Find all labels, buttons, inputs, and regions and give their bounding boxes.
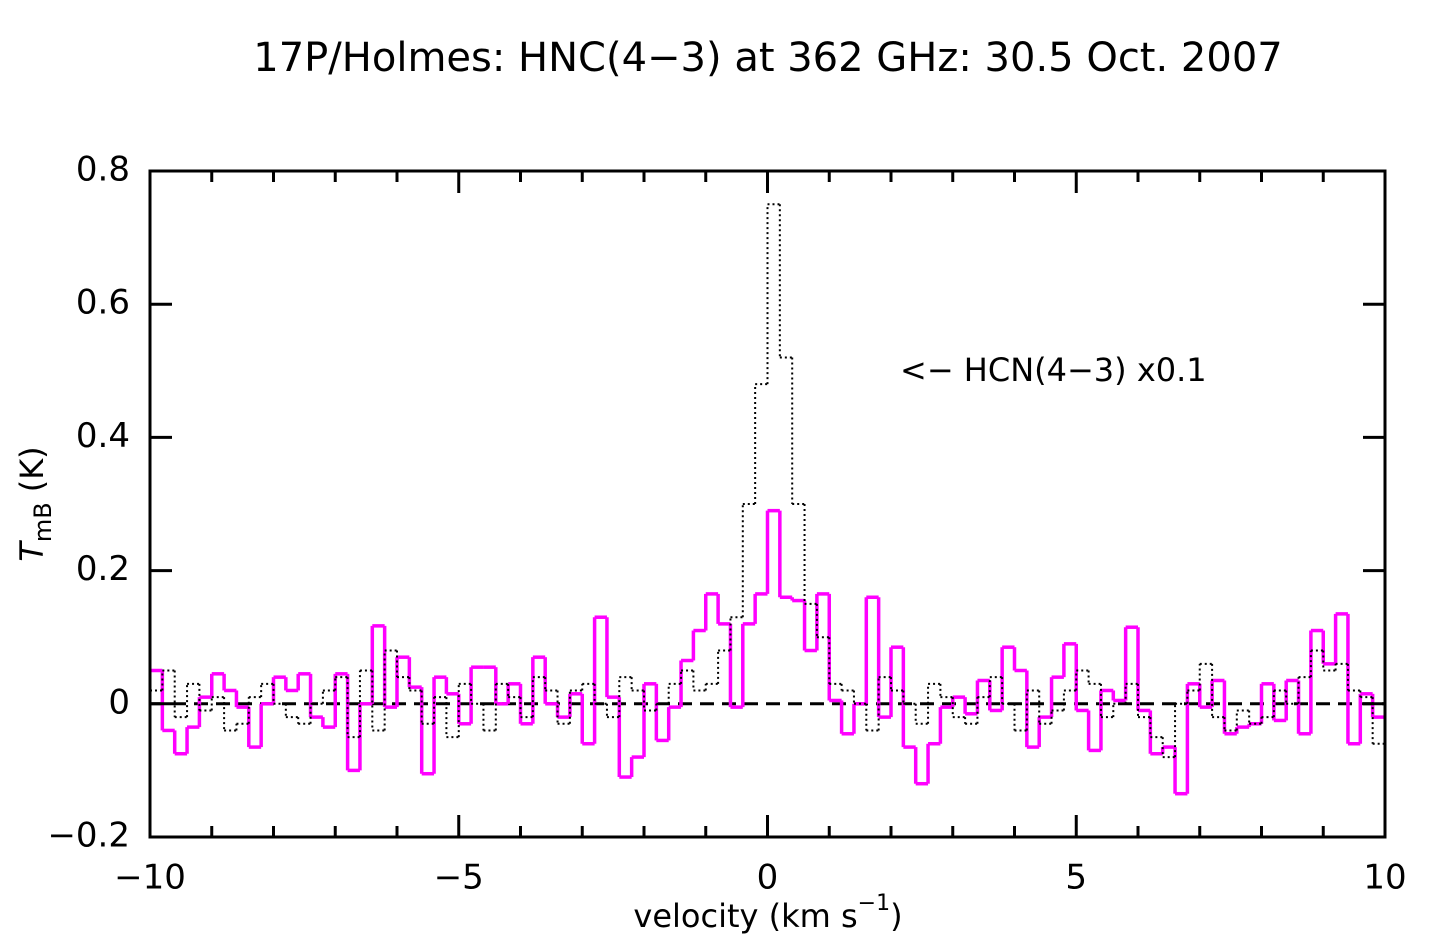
y-tick-label: 0.8 bbox=[76, 150, 130, 190]
x-tick-label: −5 bbox=[434, 858, 484, 898]
x-tick-label: 0 bbox=[757, 858, 779, 898]
x-tick-label: 10 bbox=[1363, 858, 1406, 898]
plot-frame bbox=[148, 169, 1387, 839]
y-tick-label: 0 bbox=[108, 682, 130, 722]
x-tick-label: 5 bbox=[1065, 858, 1087, 898]
annotation: <− HCN(4−3) x0.1 bbox=[900, 351, 1207, 389]
y-label-sub: mB bbox=[29, 502, 57, 542]
x-label-end: ) bbox=[890, 897, 902, 935]
y-tick-label: −0.2 bbox=[47, 816, 130, 856]
y-tick-label: 0.6 bbox=[76, 283, 130, 323]
x-tick-label: −10 bbox=[114, 858, 186, 898]
plot-area bbox=[150, 203, 1385, 796]
x-axis-label: velocity (km s−1) bbox=[633, 891, 902, 935]
chart-title: 17P/Holmes: HNC(4−3) at 362 GHz: 30.5 Oc… bbox=[253, 35, 1282, 81]
y-axis-label: TmB (K) bbox=[13, 446, 57, 561]
x-label-sup: −1 bbox=[858, 891, 890, 916]
y-tick-label: 0.4 bbox=[76, 416, 130, 456]
y-label-unit: (K) bbox=[13, 446, 51, 492]
y-tick-label: 0.2 bbox=[76, 549, 130, 589]
y-label-main: T bbox=[13, 540, 51, 562]
x-label-main: velocity (km s bbox=[633, 897, 857, 935]
